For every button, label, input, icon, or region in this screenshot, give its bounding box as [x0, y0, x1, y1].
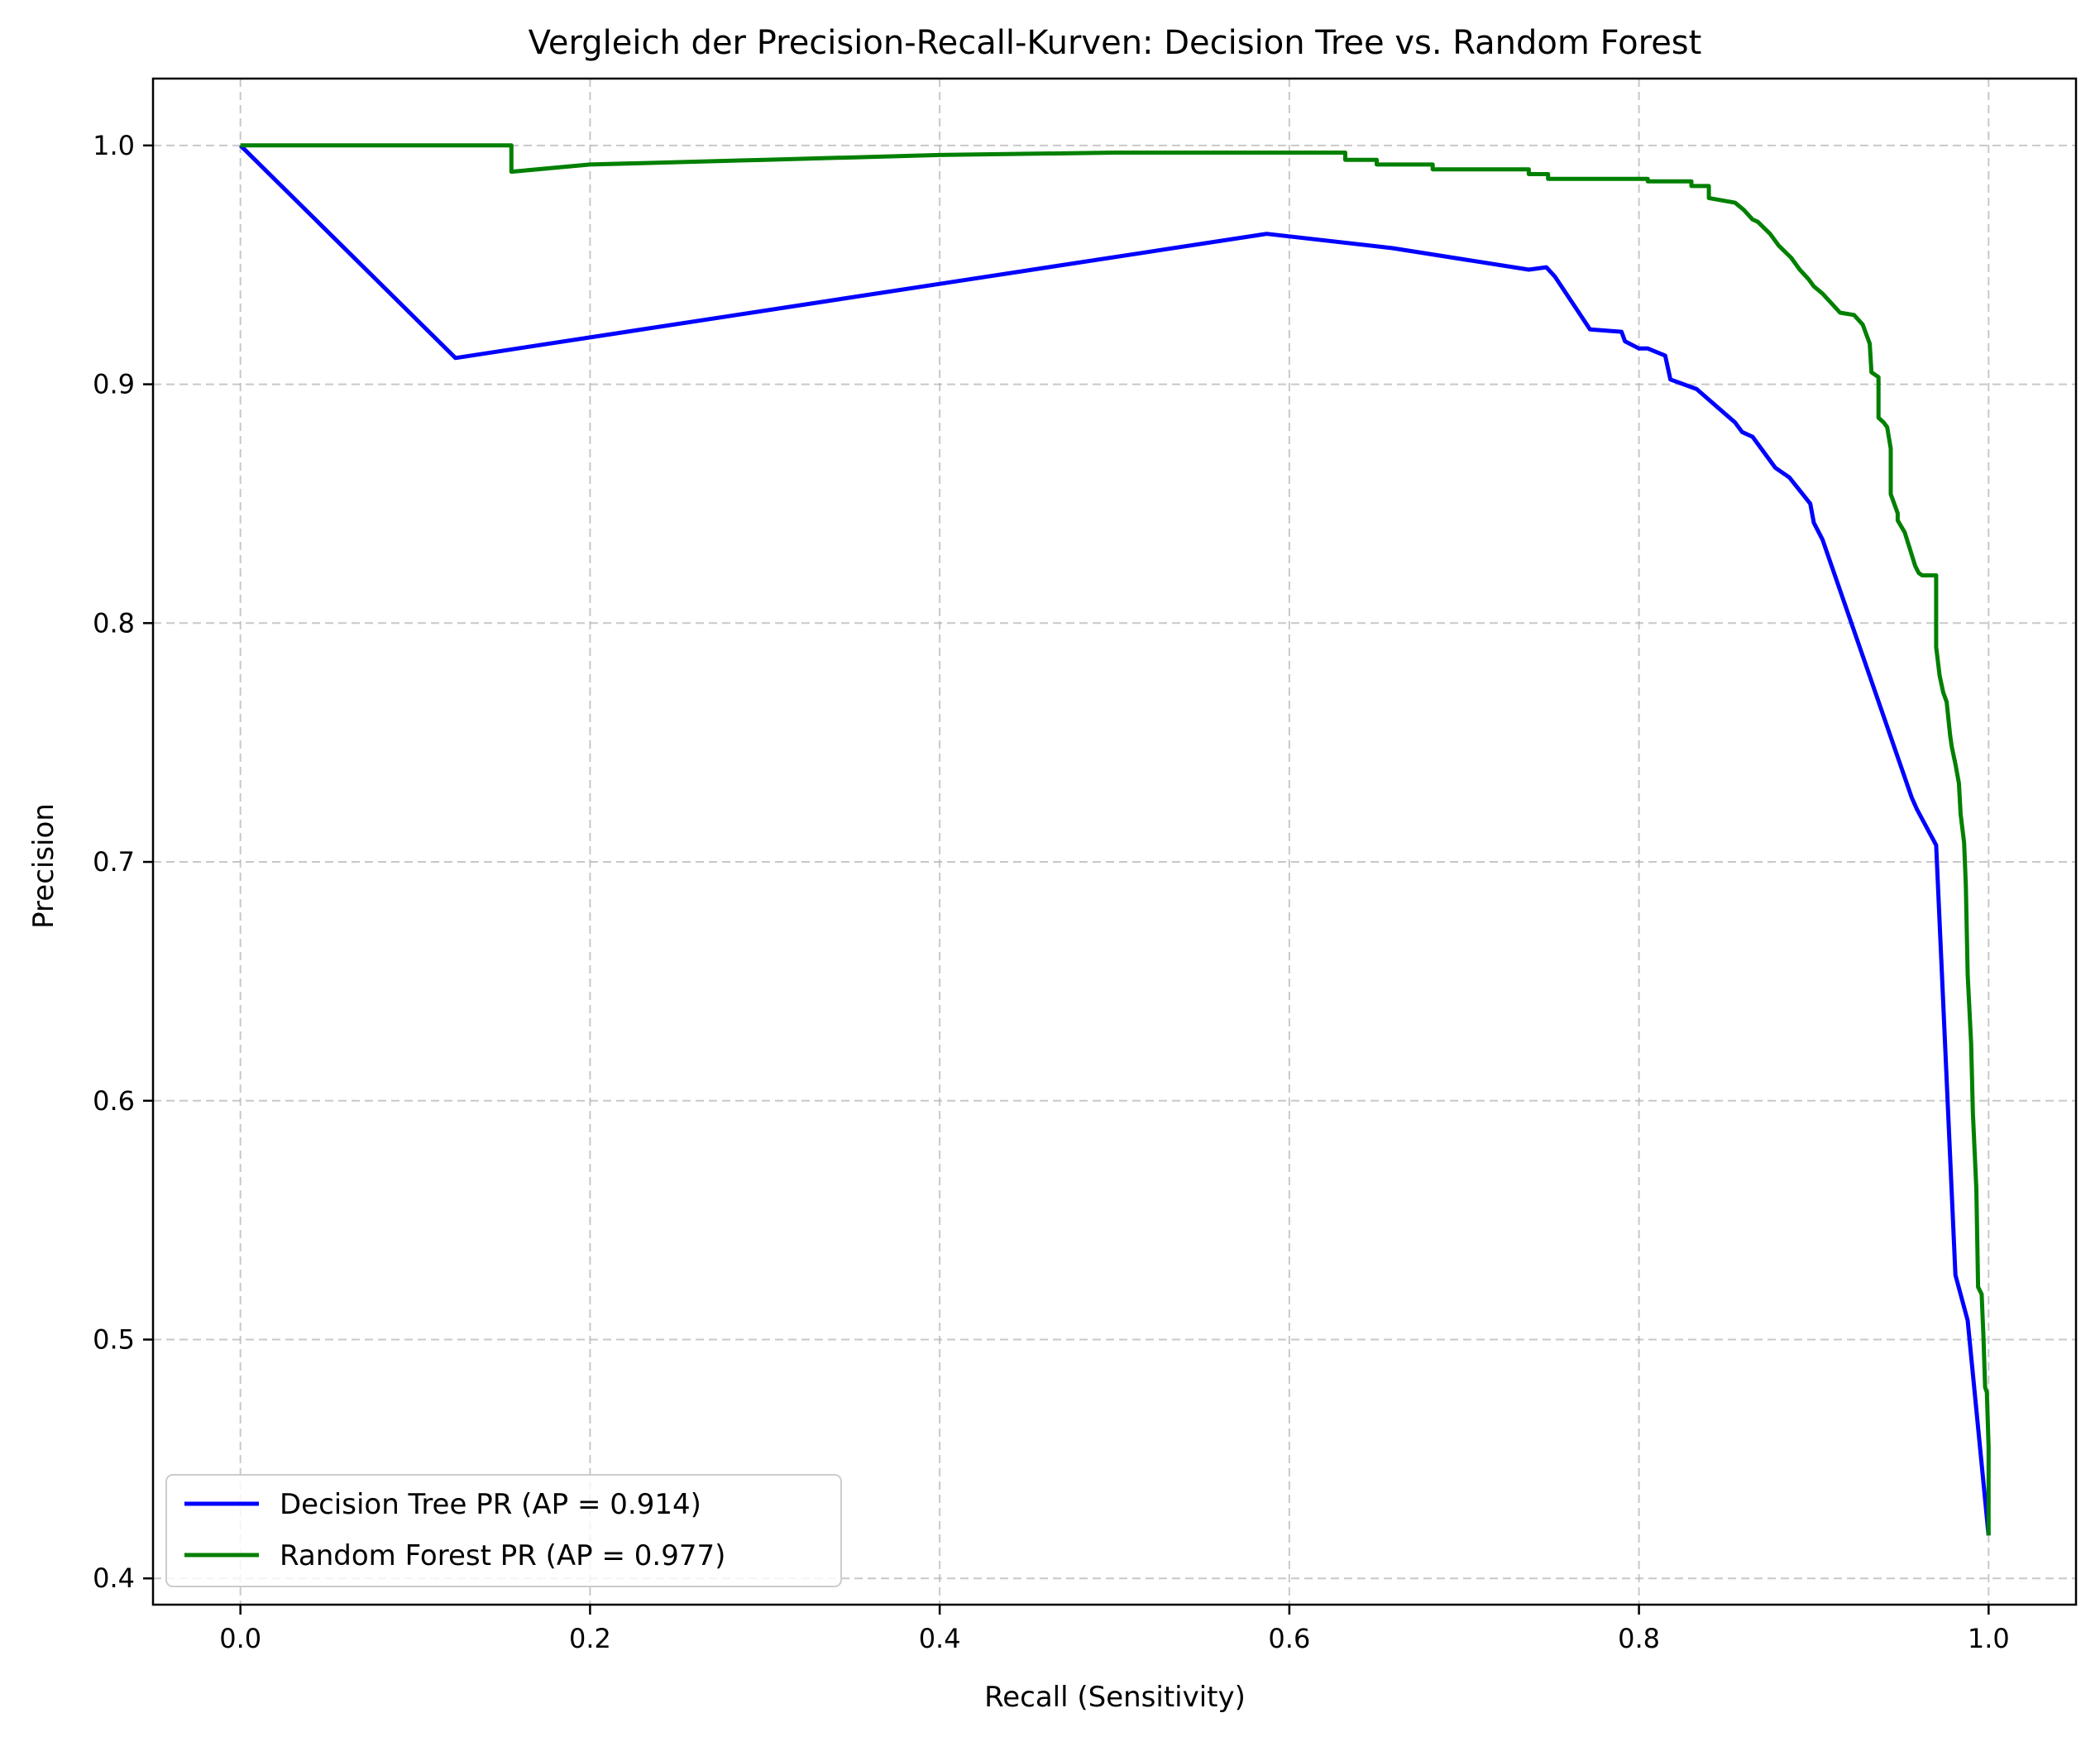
y-tick-label: 0.7 [93, 846, 135, 878]
random-forest-pr-line [240, 143, 1991, 1536]
y-axis-ticks: 0.4 0.5 0.6 0.7 0.8 0.9 1.0 [93, 130, 153, 1594]
x-tick-label: 0.4 [919, 1623, 961, 1654]
legend-label-random-forest: Random Forest PR (AP = 0.977) [280, 1539, 725, 1572]
x-axis-label: Recall (Sensitivity) [984, 1681, 1246, 1714]
x-tick-label: 0.2 [569, 1623, 611, 1654]
y-tick-label: 1.0 [93, 130, 135, 161]
y-axis-label: Precision [27, 803, 60, 929]
y-tick-label: 0.5 [93, 1324, 135, 1356]
x-axis-ticks: 0.0 0.2 0.4 0.6 0.8 1.0 [219, 1605, 2010, 1654]
plot-frame [151, 77, 2078, 1606]
y-tick-label: 0.4 [93, 1562, 135, 1594]
y-tick-label: 0.9 [93, 369, 135, 400]
x-tick-label: 0.0 [219, 1623, 261, 1654]
y-tick-label: 0.6 [93, 1085, 135, 1117]
x-tick-label: 0.6 [1268, 1623, 1310, 1654]
series-lines [238, 143, 1991, 1536]
x-tick-label: 0.8 [1618, 1623, 1660, 1654]
x-tick-label: 1.0 [1968, 1623, 2010, 1654]
legend-box [165, 1474, 842, 1587]
legend-label-decision-tree: Decision Tree PR (AP = 0.914) [280, 1488, 701, 1521]
decision-tree-pr-line [238, 144, 1991, 1536]
y-tick-label: 0.8 [93, 607, 135, 639]
legend: Decision Tree PR (AP = 0.914) Random For… [165, 1474, 842, 1587]
chart-title: Vergleich der Precision-Recall-Kurven: D… [529, 24, 1702, 62]
